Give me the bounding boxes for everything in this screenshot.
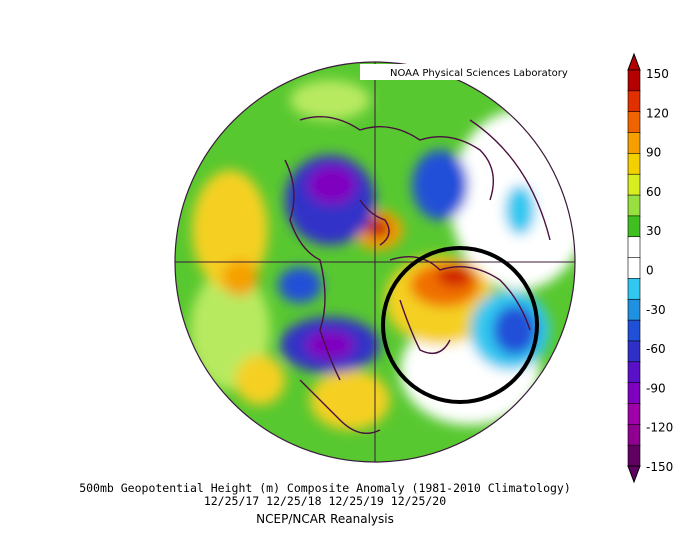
colorbar-tick-label: 30 [646, 224, 661, 238]
colorbar-swatch [627, 69, 641, 92]
colorbar-swatch [627, 444, 641, 467]
colorbar-swatch [627, 361, 641, 384]
colorbar-tick-label: 120 [646, 106, 669, 120]
colorbar-tick-label: -30 [646, 303, 666, 317]
colorbar-swatch [627, 236, 641, 259]
colorbar-swatch [627, 340, 641, 363]
colorbar-swatch [627, 111, 641, 134]
colorbar-swatch [627, 90, 641, 113]
colorbar-swatch [627, 319, 641, 342]
colorbar-swatch [627, 215, 641, 238]
colorbar-tick-label: 150 [646, 67, 669, 81]
map-boundary [174, 61, 576, 463]
colorbar-tick-label: 0 [646, 264, 654, 278]
colorbar-swatch [627, 278, 641, 301]
lab-label: NOAA Physical Sciences Laboratory [390, 68, 568, 79]
colorbar-tick-label: -60 [646, 342, 666, 356]
colorbar-swatch [627, 194, 641, 217]
caption-source: NCEP/NCAR Reanalysis [256, 512, 394, 526]
colorbar-swatch [627, 257, 641, 280]
colorbar-swatch [627, 382, 641, 405]
colorbar-tick-label: -120 [646, 421, 673, 435]
colorbar-arrow-top [627, 52, 641, 71]
colorbar-swatch [627, 153, 641, 176]
highlight-circle [381, 246, 539, 404]
colorbar-swatch [627, 173, 641, 196]
colorbar-tick-label: -90 [646, 381, 666, 395]
colorbar-swatch [627, 424, 641, 446]
lab-label-box [360, 64, 575, 80]
caption-dates: 12/25/17 12/25/18 12/25/19 12/25/20 [203, 494, 447, 508]
anomaly-field [175, 62, 575, 462]
colorbar-tick-label: 90 [646, 146, 661, 160]
colorbar: 150 120 90 60 30 0 -30 -60 -90 -120 -150 [627, 52, 673, 484]
colorbar-arrow-bottom [627, 465, 641, 484]
colorbar-tick-label: -150 [646, 460, 673, 474]
caption-title: 500mb Geopotential Height (m) Composite … [79, 481, 571, 495]
colorbar-swatch [627, 298, 641, 321]
colorbar-swatch [627, 403, 641, 426]
colorbar-tick-label: 60 [646, 185, 661, 199]
colorbar-swatch [627, 132, 641, 155]
